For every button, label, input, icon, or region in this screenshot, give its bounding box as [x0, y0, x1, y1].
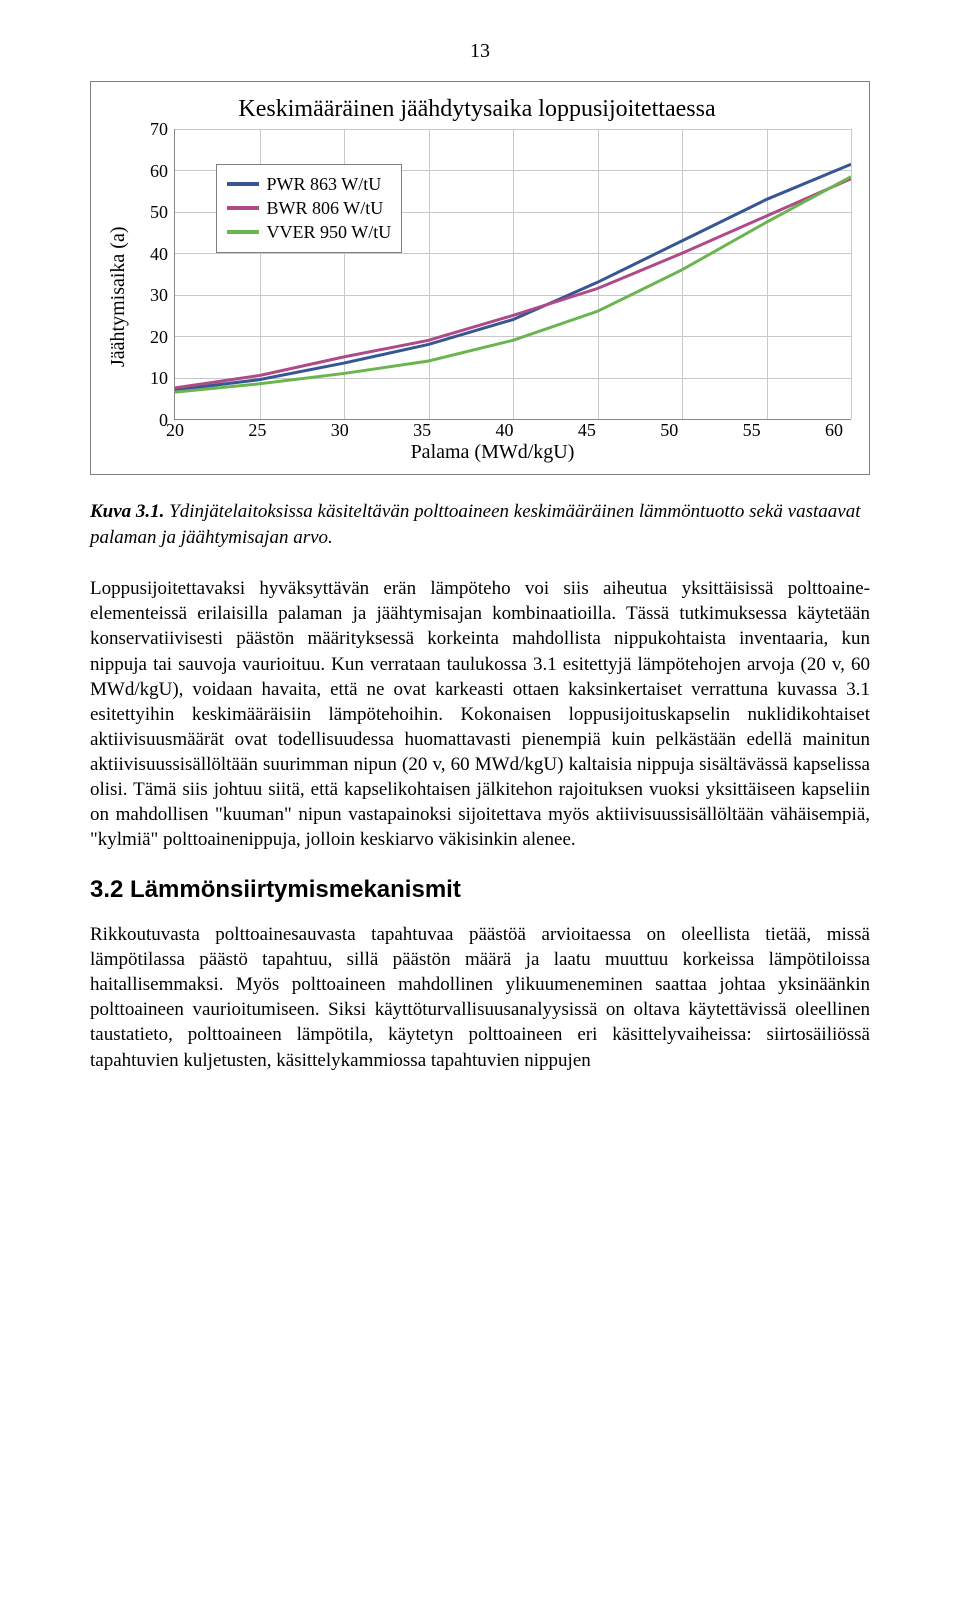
- body-paragraph-1: Loppusijoitettavaksi hyväksyttävän erän …: [90, 576, 870, 852]
- legend-item: VVER 950 W/tU: [227, 222, 392, 243]
- x-tick-label: 20: [166, 420, 184, 440]
- x-tick-label: 45: [578, 420, 596, 440]
- caption-text: Ydinjätelaitoksissa käsiteltävän polttoa…: [90, 501, 860, 548]
- legend-label: BWR 806 W/tU: [267, 198, 384, 219]
- chart-x-ticks: 202530354045505560: [174, 420, 851, 441]
- legend-swatch: [227, 206, 259, 210]
- caption-keyword: Kuva 3.1.: [90, 501, 164, 522]
- x-tick-label: 25: [248, 420, 266, 440]
- body-paragraph-2: Rikkoutuvasta polttoainesauvasta tapahtu…: [90, 922, 870, 1072]
- chart-container: Keskimääräinen jäähdytysaika loppusijoit…: [90, 81, 870, 475]
- legend-swatch: [227, 230, 259, 234]
- x-tick-label: 50: [660, 420, 678, 440]
- section-heading: 3.2 Lämmönsiirtymismekanismit: [90, 876, 870, 904]
- x-tick-label: 55: [743, 420, 761, 440]
- legend-item: PWR 863 W/tU: [227, 174, 392, 195]
- chart-plot-area: PWR 863 W/tU BWR 806 W/tU VVER 950 W/tU: [174, 129, 851, 420]
- x-tick-label: 35: [413, 420, 431, 440]
- x-tick-label: 40: [496, 420, 514, 440]
- legend-swatch: [227, 182, 259, 186]
- x-tick-label: 30: [331, 420, 349, 440]
- legend-label: VVER 950 W/tU: [267, 222, 392, 243]
- chart-legend: PWR 863 W/tU BWR 806 W/tU VVER 950 W/tU: [216, 164, 403, 253]
- x-tick-label: 60: [825, 420, 843, 440]
- figure-caption: Kuva 3.1. Ydinjätelaitoksissa käsiteltäv…: [90, 499, 870, 550]
- chart-y-ticks: 706050403020100: [134, 129, 174, 420]
- chart-y-label: Jäähtymisaika (a): [103, 129, 134, 464]
- legend-label: PWR 863 W/tU: [267, 174, 382, 195]
- page-number: 13: [90, 40, 870, 63]
- chart-title: Keskimääräinen jäähdytysaika loppusijoit…: [103, 96, 851, 123]
- legend-item: BWR 806 W/tU: [227, 198, 392, 219]
- chart-x-label: Palama (MWd/kgU): [134, 441, 851, 464]
